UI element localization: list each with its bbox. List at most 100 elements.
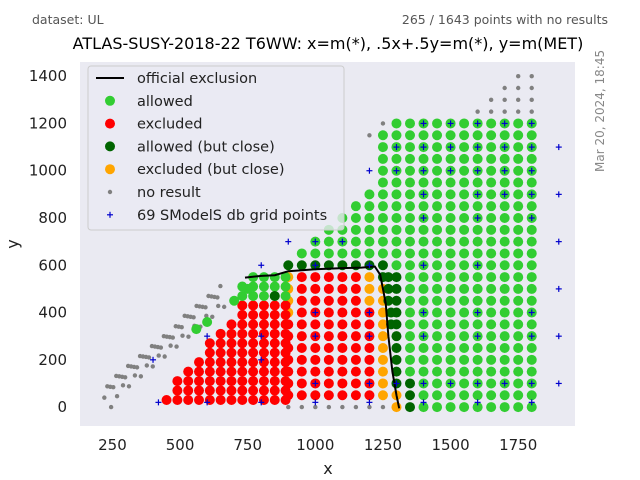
grid-point	[420, 191, 427, 198]
result-point	[405, 331, 415, 342]
no-result-point	[216, 303, 221, 309]
result-point	[377, 213, 388, 223]
result-point	[391, 177, 402, 188]
grid-point	[258, 262, 265, 269]
grid-point	[312, 262, 319, 269]
grid-point	[474, 191, 481, 198]
result-point	[269, 366, 280, 377]
result-point	[459, 248, 470, 259]
grid-point	[204, 399, 211, 406]
result-point	[513, 177, 524, 188]
result-point	[526, 201, 537, 212]
result-point	[391, 189, 402, 200]
grid-point	[447, 167, 454, 174]
result-point	[499, 390, 510, 401]
result-point	[513, 142, 524, 153]
result-point	[513, 213, 524, 223]
result-point	[418, 343, 429, 353]
result-point	[486, 165, 497, 176]
no-result-point	[488, 97, 494, 103]
grid-point	[474, 120, 481, 127]
result-point	[513, 354, 524, 365]
result-point	[432, 236, 443, 247]
result-point	[269, 328, 280, 339]
result-point	[323, 331, 334, 342]
result-point	[486, 189, 497, 200]
no-result-point	[126, 384, 132, 389]
result-point	[350, 224, 361, 235]
result-point	[445, 390, 456, 401]
result-point	[513, 201, 524, 212]
result-point	[472, 283, 483, 294]
result-point	[350, 319, 361, 330]
result-point	[194, 357, 205, 368]
legend-label: official exclusion	[137, 71, 257, 87]
result-point	[364, 248, 375, 259]
result-point	[323, 343, 334, 353]
result-point	[459, 260, 470, 271]
result-point	[258, 347, 269, 358]
x-tick-label: 1000	[296, 436, 334, 454]
grid-point	[150, 356, 157, 363]
result-point	[391, 402, 402, 413]
result-point	[258, 309, 269, 320]
result-point	[432, 354, 443, 365]
no-result-point	[191, 315, 196, 320]
grid-point	[420, 399, 427, 406]
result-point	[486, 307, 497, 318]
result-point	[364, 189, 375, 200]
result-point	[364, 201, 375, 212]
grid-point	[474, 262, 481, 269]
result-point	[161, 395, 172, 405]
result-point	[237, 291, 248, 301]
grid-point	[501, 380, 508, 387]
result-point	[391, 130, 402, 141]
result-point	[377, 390, 388, 401]
result-point	[391, 213, 402, 223]
result-point	[215, 357, 226, 368]
result-point	[337, 248, 348, 259]
result-point	[486, 118, 497, 129]
no-result-point	[156, 353, 161, 358]
no-result-point	[122, 375, 128, 380]
result-point	[204, 338, 215, 349]
result-point	[296, 390, 307, 401]
result-point	[364, 295, 375, 306]
result-point	[418, 236, 429, 247]
result-point	[445, 295, 456, 306]
result-point	[459, 354, 470, 365]
no-result-point	[150, 364, 155, 369]
result-point	[269, 291, 280, 301]
result-point	[432, 248, 443, 259]
result-point	[194, 376, 205, 387]
result-point	[526, 295, 537, 306]
result-point	[445, 366, 456, 377]
result-point	[432, 142, 443, 153]
legend-swatch-dot	[105, 164, 115, 175]
result-point	[472, 319, 483, 330]
result-point	[377, 366, 388, 377]
grid-point	[555, 238, 562, 245]
result-point	[513, 224, 524, 235]
result-point	[323, 295, 334, 306]
result-point	[350, 272, 361, 283]
legend-swatch-dot	[105, 118, 115, 129]
stats-label: 265 / 1643 points with no results	[402, 12, 608, 27]
grid-point	[501, 191, 508, 198]
result-point	[391, 283, 402, 294]
result-point	[418, 319, 429, 330]
result-point	[337, 378, 348, 389]
result-point	[215, 366, 226, 377]
grid-point	[420, 120, 427, 127]
grid-point	[447, 380, 454, 387]
result-point	[499, 201, 510, 212]
result-point	[405, 307, 415, 318]
no-result-point	[299, 404, 305, 410]
result-point	[472, 201, 483, 212]
result-point	[204, 357, 215, 368]
result-point	[445, 402, 456, 413]
grid-point	[474, 215, 481, 221]
result-point	[258, 338, 269, 349]
result-point	[280, 366, 291, 377]
